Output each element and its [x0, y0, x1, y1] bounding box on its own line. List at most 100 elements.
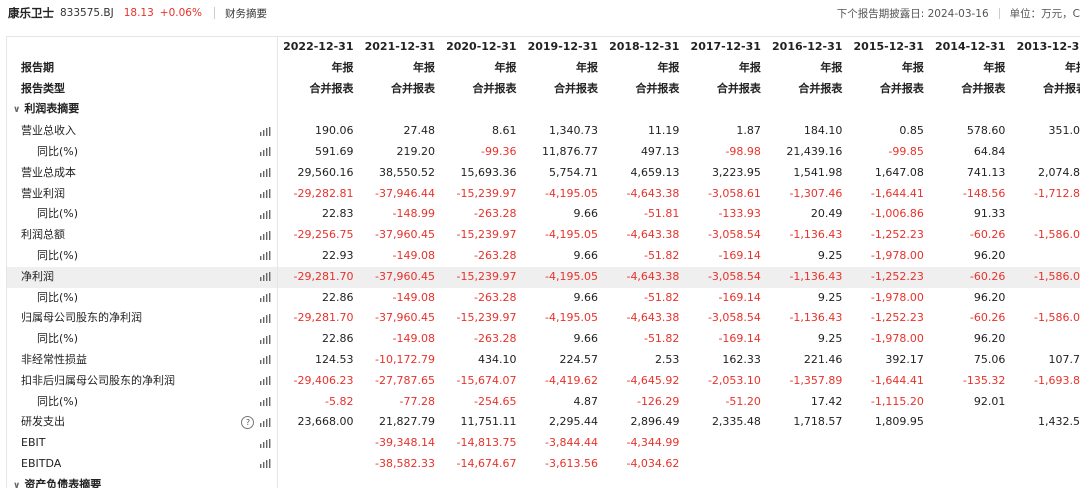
- section-label[interactable]: ∨ 资产负债表摘要: [7, 475, 239, 488]
- section-row-balance-sheet[interactable]: ∨ 资产负债表摘要: [7, 474, 1080, 488]
- section-blank: [524, 99, 605, 121]
- table-cell: -135.32: [962, 373, 1006, 387]
- table-row: 净利润 -29,281.70 -37,960.45 -15,239.97 -4,195.…: [7, 266, 1080, 288]
- bar-chart-icon[interactable]: [260, 376, 271, 386]
- table-cell: [687, 454, 768, 475]
- tab-financial-summary[interactable]: 财务摘要: [224, 7, 267, 20]
- row-icons: [239, 287, 279, 309]
- table-cell: [932, 412, 1013, 433]
- table-cell: -4,645.92: [626, 373, 680, 387]
- table-cell: -149.08: [392, 290, 435, 304]
- table-cell: 9.25: [817, 248, 843, 262]
- table-cell: -1,693.80: [1034, 373, 1080, 387]
- section-blank: [932, 99, 1013, 121]
- table-cell: [1013, 392, 1080, 413]
- table-row: 营业总收入 190.06 27.48 8.61 1,340.73 11.19 1.87 184…: [7, 121, 1080, 142]
- table-cell: -37,960.45: [375, 311, 435, 325]
- table-cell: [1013, 142, 1080, 163]
- bar-chart-icon[interactable]: [260, 417, 271, 427]
- chevron-down-icon[interactable]: ∨: [13, 105, 21, 116]
- section-title: 利润表摘要: [24, 102, 80, 116]
- table-cell: -29,282.81: [293, 186, 354, 200]
- table-cell: 96.20: [973, 332, 1006, 346]
- table-cell: -149.08: [392, 248, 435, 262]
- row-label: 研发支出: [21, 415, 65, 429]
- table-cell: -1,307.46: [789, 186, 843, 200]
- period-kind: 年报: [738, 60, 761, 74]
- table-cell: 2,295.44: [548, 415, 598, 429]
- table-cell: 224.57: [559, 352, 598, 366]
- help-icon[interactable]: ?: [241, 415, 255, 429]
- table-cell: -1,115.20: [870, 394, 924, 408]
- section-row-income-statement[interactable]: ∨ 利润表摘要: [7, 99, 1080, 122]
- period-kind: 年报: [901, 60, 924, 74]
- row-icons: [239, 225, 279, 246]
- section-blank: [850, 475, 931, 488]
- table-row: 同比(%) 22.86 -149.08 -263.28 9.66 -51.82 -169.1…: [7, 287, 1080, 309]
- report-type: 合并报表: [798, 81, 843, 95]
- table-cell: [769, 454, 850, 475]
- chevron-down-icon[interactable]: ∨: [13, 480, 21, 488]
- table-cell: -4,344.99: [626, 436, 680, 450]
- bar-chart-icon[interactable]: [260, 251, 271, 261]
- table-cell: 8.61: [491, 124, 517, 138]
- bar-chart-icon[interactable]: [260, 168, 271, 178]
- bar-chart-icon[interactable]: [260, 397, 271, 407]
- section-title: 资产负债表摘要: [24, 477, 102, 488]
- bar-chart-icon[interactable]: [260, 147, 271, 157]
- table-row: 归属母公司股东的净利润 -29,281.70 -37,960.45 -15,239.9…: [7, 308, 1080, 330]
- row-label: 同比(%): [37, 394, 79, 408]
- header-blank: [239, 37, 279, 58]
- table-cell: 64.84: [973, 144, 1006, 158]
- table-cell: -1,586.02: [1034, 311, 1080, 325]
- table-cell: -15,239.97: [456, 228, 517, 242]
- table-cell: -38,582.33: [375, 456, 435, 470]
- row-label: 净利润: [7, 266, 240, 288]
- table-cell: -126.29: [636, 394, 680, 408]
- bar-chart-icon[interactable]: [260, 313, 271, 323]
- bar-chart-icon[interactable]: [260, 126, 271, 136]
- bar-chart-icon[interactable]: [260, 189, 271, 199]
- table-cell: -29,406.23: [293, 373, 354, 387]
- row-icons: [239, 329, 279, 350]
- row-icons: [239, 204, 279, 226]
- table-cell: [850, 433, 931, 454]
- section-blank: [443, 99, 524, 121]
- period-kind: 年报: [575, 60, 598, 74]
- table-cell: -4,643.38: [626, 186, 680, 200]
- row-icons: [239, 453, 279, 475]
- table-row: 非经常性损益 124.53 -10,172.79 434.10 224.57 2.53 16…: [7, 349, 1080, 371]
- bar-chart-icon[interactable]: [260, 334, 271, 344]
- section-blank: [362, 99, 443, 121]
- table-cell: -263.28: [474, 332, 517, 346]
- section-blank: [1013, 99, 1080, 121]
- bar-chart-icon[interactable]: [260, 209, 271, 219]
- table-row: 营业总成本 29,560.16 38,550.52 15,693.36 5,754.71…: [7, 162, 1080, 184]
- table-cell: [1013, 288, 1080, 309]
- table-row: 研发支出? 23,668.00 21,827.79 11,751.11 2,295.44…: [7, 412, 1080, 434]
- row-icons: [239, 266, 279, 288]
- bar-chart-icon[interactable]: [260, 355, 271, 365]
- section-label[interactable]: ∨ 利润表摘要: [7, 99, 239, 121]
- bar-chart-icon[interactable]: [260, 272, 271, 282]
- bar-chart-icon[interactable]: [260, 438, 271, 448]
- bar-chart-icon[interactable]: [260, 459, 271, 469]
- financial-table-panel: 2022-12-31 2021-12-31 2020-12-31 2019-12-31…: [6, 36, 1080, 488]
- row-icons: [239, 121, 279, 142]
- table-cell: -51.82: [643, 332, 680, 346]
- table-cell: -4,643.38: [605, 266, 688, 288]
- table-cell: [1013, 329, 1080, 350]
- table-cell: [1013, 204, 1080, 225]
- table-cell: -77.28: [399, 394, 435, 408]
- table-cell: -3,058.61: [707, 186, 761, 200]
- row-icons: ?: [239, 412, 279, 434]
- table-cell: 75.06: [973, 352, 1006, 366]
- bar-chart-icon[interactable]: [260, 293, 271, 303]
- table-cell: -1,357.89: [789, 373, 843, 387]
- table-cell: 2,896.49: [630, 415, 680, 429]
- bar-chart-icon[interactable]: [260, 230, 271, 240]
- table-cell: 21,439.16: [786, 144, 843, 158]
- table-row: 同比(%) 22.93 -149.08 -263.28 9.66 -51.82 -169.1…: [7, 245, 1080, 267]
- table-cell: -15,674.07: [456, 373, 517, 387]
- stock-price: 18.13: [123, 7, 154, 19]
